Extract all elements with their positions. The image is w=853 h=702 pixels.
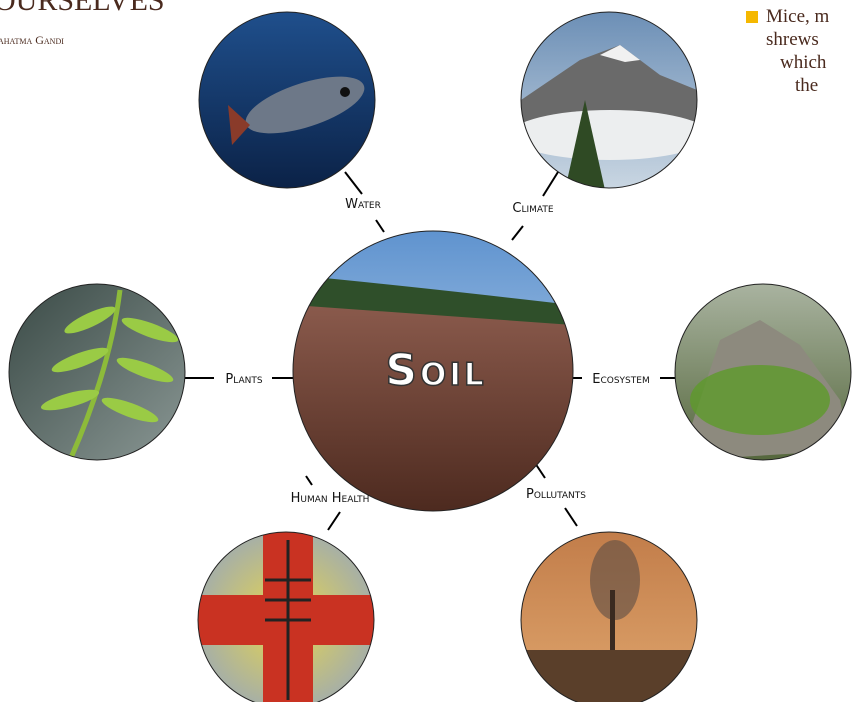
bullet [746, 11, 758, 23]
plants-image [9, 284, 185, 460]
header-title: OURSELVES [0, 0, 165, 17]
center-label: Soil [385, 345, 486, 396]
node-label: Pollutants [526, 487, 586, 502]
climate-image [510, 12, 710, 190]
side-line: shrews [766, 29, 819, 50]
node-label: Plants [225, 372, 262, 387]
side-line: the [795, 75, 818, 96]
water-image [199, 12, 375, 188]
node-label: Water [345, 197, 381, 212]
page: OURSELVES ahatma Gandi Mice, m shrews wh… [0, 0, 853, 702]
diagram: OURSELVES ahatma Gandi Mice, m shrews wh… [0, 0, 853, 702]
header-author: ahatma Gandi [0, 33, 64, 47]
node-label: Human Health [291, 491, 370, 506]
node-label: Climate [512, 201, 553, 216]
side-line: Mice, m [766, 6, 830, 27]
side-line: which [780, 52, 827, 73]
node-label: Ecosystem [592, 372, 649, 387]
ecosystem-image [675, 284, 851, 460]
